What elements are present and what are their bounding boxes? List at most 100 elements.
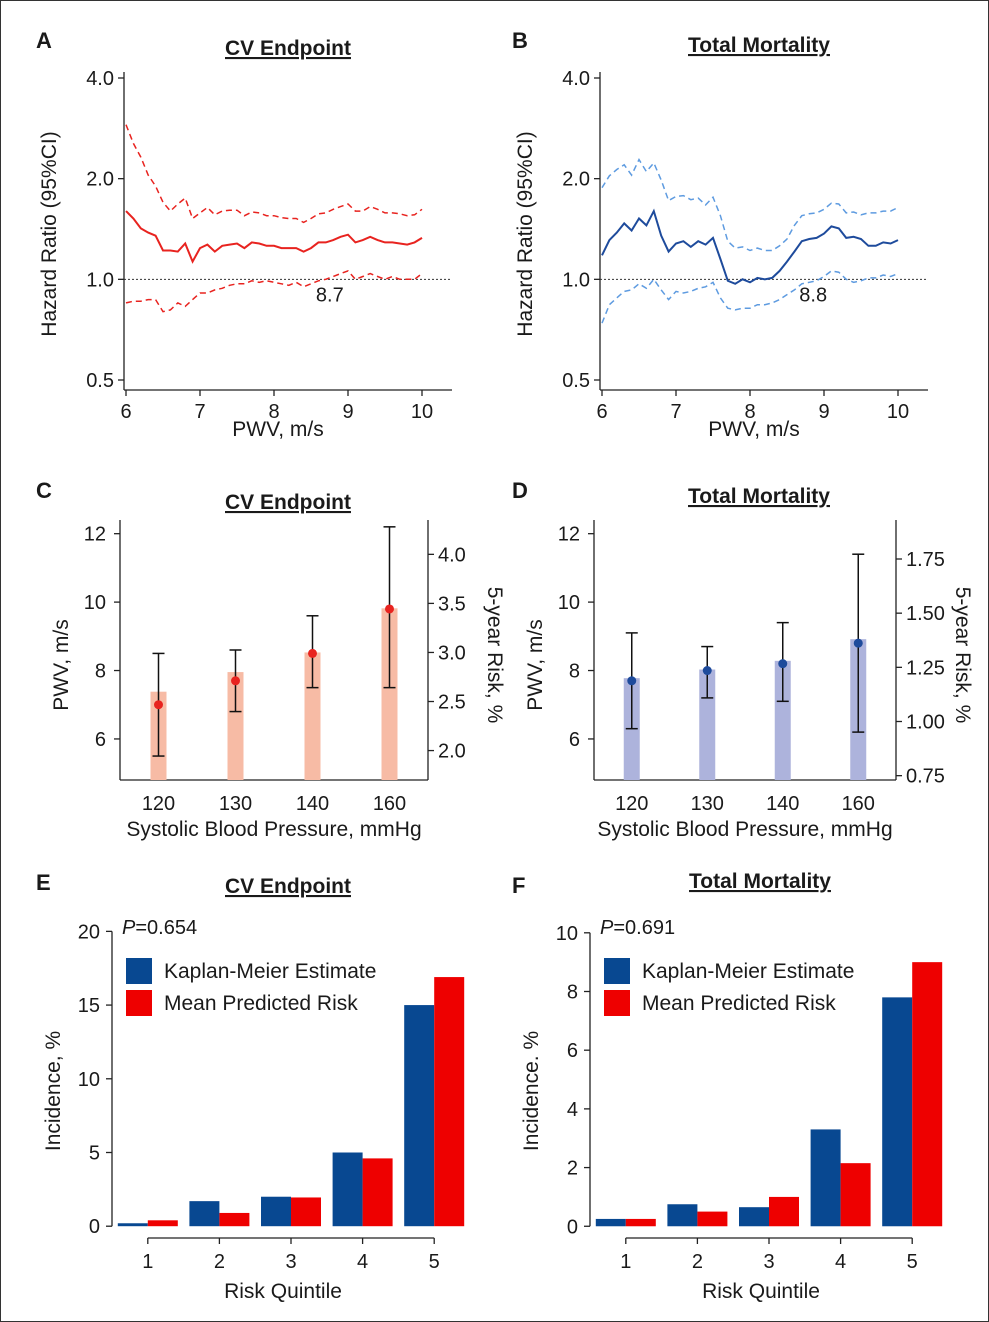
y-axis-label: Incidence, % (42, 1031, 65, 1151)
x-tick-label: 130 (691, 793, 724, 815)
x-tick-label: 2 (214, 1251, 225, 1273)
y-tick-label: 10 (78, 1069, 100, 1091)
y2-tick-label: 1.75 (906, 549, 945, 571)
panel-e: E CV Endpoint 0 5 10 15 20 1 2 3 4 5 P=0.654 Kaplan-M… (36, 870, 465, 1303)
predicted-risk-bar (219, 1212, 250, 1227)
y-tick-label: 2.0 (86, 169, 114, 191)
x-axis-label: PWV, m/s (708, 418, 799, 441)
legend-label: Mean Predicted Risk (642, 992, 836, 1015)
y-tick-label: 8 (569, 661, 580, 683)
y-tick-label: 6 (569, 729, 580, 751)
p-value-symbol: P (122, 917, 136, 939)
lower-ci-line (125, 270, 423, 313)
panel-a: A CV Endpoint 0.5 1.0 2.0 4.0 6 7 8 9 10 8.7 PWV, m/… (36, 28, 452, 441)
panel-label: C (36, 478, 52, 503)
pwv-point (778, 659, 788, 669)
kaplan-meier-bar (261, 1196, 291, 1227)
kaplan-meier-bar (189, 1201, 220, 1227)
threshold-annotation: 8.7 (316, 284, 344, 306)
legend-label: Kaplan-Meier Estimate (164, 960, 376, 983)
x-axis-label: PWV, m/s (232, 418, 323, 441)
panel-title: Total Mortality (688, 34, 830, 57)
y-tick-label: 20 (78, 921, 100, 943)
y-tick-label: 1.0 (86, 269, 114, 291)
y-tick-label: 12 (558, 524, 580, 546)
legend-label: Mean Predicted Risk (164, 992, 358, 1015)
y-axis-label: Incidence. % (520, 1031, 543, 1151)
p-value-symbol: P (600, 917, 614, 939)
y2-axis-label: 5-year Risk, % (951, 587, 974, 724)
risk-bar (699, 669, 716, 780)
kaplan-meier-bar (810, 1129, 841, 1227)
x-axis-label: Risk Quintile (224, 1280, 342, 1303)
x-axis-label: Systolic Blood Pressure, mmHg (597, 818, 892, 841)
x-axis-label: Systolic Blood Pressure, mmHg (126, 818, 421, 841)
y-tick-label: 10 (84, 592, 106, 614)
legend-swatch (604, 990, 630, 1016)
panel-b: B Total Mortality 0.5 1.0 2.0 4.0 6 7 8 9 10 8.8 PWV… (512, 28, 928, 441)
y-tick-label: 10 (556, 923, 578, 945)
panel-title: Total Mortality (688, 485, 830, 508)
y-axis-label: Hazard Ratio (95%CI) (514, 131, 537, 336)
pwv-point (627, 676, 637, 686)
y-tick-label: 2.0 (562, 169, 590, 191)
y2-tick-label: 0.75 (906, 766, 945, 788)
x-tick-label: 130 (219, 793, 252, 815)
hazard-ratio-line (601, 208, 899, 285)
pwv-point (308, 648, 317, 658)
kaplan-meier-bar (117, 1223, 148, 1227)
p-value-text: =0.691 (613, 917, 675, 939)
x-tick-label: 9 (342, 401, 353, 423)
predicted-risk-bar (625, 1218, 656, 1227)
y-tick-label: 10 (558, 592, 580, 614)
y2-axis-label: 5-year Risk, % (483, 587, 506, 724)
x-tick-label: 140 (766, 793, 799, 815)
y-tick-label: 6 (95, 729, 106, 751)
risk-bar (227, 672, 244, 780)
upper-ci-line (125, 124, 423, 224)
x-tick-label: 120 (142, 793, 175, 815)
p-value-text: =0.654 (135, 917, 197, 939)
kaplan-meier-bar (739, 1207, 769, 1227)
risk-bar (381, 608, 398, 780)
y2-tick-label: 1.25 (906, 657, 945, 679)
kaplan-meier-bar (667, 1204, 698, 1227)
x-tick-label: 9 (818, 401, 829, 423)
upper-ci-line (601, 158, 899, 252)
threshold-annotation: 8.8 (799, 284, 827, 306)
y-axis-label: PWV, m/s (50, 619, 73, 710)
risk-bar (774, 660, 791, 780)
x-tick-label: 10 (411, 401, 433, 423)
x-tick-label: 160 (842, 793, 875, 815)
y-tick-label: 0 (89, 1216, 100, 1238)
hazard-ratio-line (125, 210, 423, 264)
pwv-point (231, 676, 240, 686)
lower-ci-line (601, 270, 899, 324)
x-tick-label: 4 (835, 1251, 846, 1273)
y-tick-label: 4.0 (86, 68, 114, 90)
x-tick-label: 7 (194, 401, 205, 423)
predicted-risk-bar (291, 1197, 321, 1227)
predicted-risk-bar (147, 1220, 178, 1227)
x-tick-label: 7 (670, 401, 681, 423)
panel-label: B (512, 28, 528, 53)
y-tick-label: 1.0 (562, 269, 590, 291)
y-tick-label: 15 (78, 995, 100, 1017)
x-tick-label: 120 (615, 793, 648, 815)
y-tick-label: 4.0 (562, 68, 590, 90)
p-value-annotation: P=0.691 (600, 917, 675, 939)
pwv-point (154, 700, 163, 710)
panel-title: Total Mortality (689, 870, 831, 893)
y-tick-label: 8 (95, 661, 106, 683)
y-tick-label: 0.5 (562, 370, 590, 392)
y-axis-label: PWV, m/s (524, 619, 547, 710)
pwv-point (702, 666, 712, 676)
pwv-point (853, 638, 863, 648)
panel-label: D (512, 478, 528, 503)
legend-swatch (604, 958, 630, 984)
panel-d: D Total Mortality 6 8 10 12 0.75 1.00 1.25 1.50 1.… (512, 478, 974, 841)
x-tick-label: 6 (120, 401, 131, 423)
legend-label: Kaplan-Meier Estimate (642, 960, 854, 983)
predicted-risk-bar (362, 1158, 393, 1227)
